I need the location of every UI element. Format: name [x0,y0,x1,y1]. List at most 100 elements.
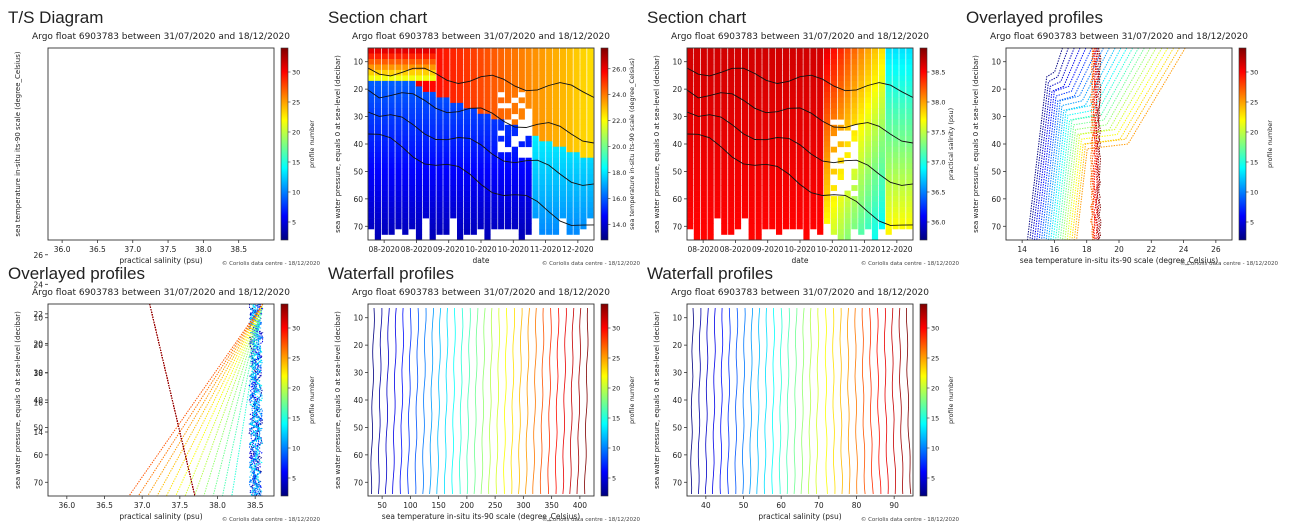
heatmap-cell [395,64,402,71]
heatmap-cell [559,86,566,93]
heatmap-cell [830,218,837,224]
heatmap-cell [741,201,748,208]
colorbar [1238,47,1247,241]
heatmap-cell [388,48,395,54]
heatmap-cell [700,130,707,137]
heatmap-cell [511,185,518,191]
heatmap-cell [728,130,735,137]
heatmap-cell [803,119,810,126]
heatmap-cell [693,113,700,120]
heatmap-cell [505,64,512,71]
heatmap-cell [728,174,735,180]
plot-title: Argo float 6903783 between 31/07/2020 an… [32,32,290,42]
heatmap-cell [409,48,416,54]
colorbar-tick-label: 30 [292,325,300,333]
heatmap-cell [892,201,899,208]
heatmap-cell [824,163,831,169]
heatmap-cell [505,59,512,65]
heatmap-cell [381,80,388,87]
heatmap-cell [824,69,831,76]
plot-frame [686,303,914,497]
heatmap-cell [374,218,381,224]
overlay-salinity-chart: Argo float 6903783 between 31/07/2020 an… [14,288,320,523]
heatmap-cell [776,157,783,164]
x-tick-label: 26 [1211,245,1221,254]
heatmap-cell [450,185,457,191]
waterfall-line [584,307,589,495]
heatmap-cell [892,64,899,71]
heatmap-cell [580,75,587,82]
heatmap-cell [844,234,851,241]
heatmap-cell [700,179,707,186]
heatmap-cell [810,146,817,153]
heatmap-cell [906,86,913,93]
heatmap-cell [796,196,803,202]
heatmap-cell [498,48,505,54]
heatmap-cell [892,80,899,87]
plot-title: Argo float 6903783 between 31/07/2020 an… [32,288,290,298]
colorbar-tick-label: 20 [612,385,620,393]
heatmap-cell [518,212,525,219]
panel-waterfall-temperature: Waterfall profiles Argo float 6903783 be… [328,264,640,524]
x-tick-label: 20 [1114,245,1124,254]
colorbar-tick-label: 15 [612,415,620,423]
heatmap-cell [546,163,553,169]
heatmap-cell [810,163,817,169]
heatmap-cell [368,190,375,197]
heatmap-cell [769,168,776,175]
heatmap-cell [443,86,450,93]
heatmap-cell [546,157,553,164]
waterfall-line [525,307,530,495]
heatmap-cell [381,97,388,104]
heatmap-cell [878,102,885,109]
heatmap-cell [817,146,824,153]
x-tick-label: 70 [814,501,824,510]
heatmap-cell [511,108,518,115]
heatmap-cell [422,108,429,115]
heatmap-cell [477,69,484,76]
heatmap-cell [810,223,817,230]
heatmap-cell [436,174,443,180]
heatmap-cell [573,130,580,137]
heatmap-cell [851,108,858,115]
heatmap-cell [837,168,844,175]
heatmap-cell [498,119,505,126]
heatmap-cell [409,113,416,120]
heatmap-cell [906,53,913,60]
heatmap-cell [505,80,512,87]
heatmap-cell [532,179,539,186]
heatmap-cell [395,108,402,115]
heatmap-cell [587,102,594,109]
heatmap-cell [782,163,790,169]
heatmap-cell [824,146,831,153]
heatmap-cell [402,163,409,169]
panel-heading: Overlayed profiles [8,264,146,283]
panel-heading: Section chart [647,8,747,27]
heatmap-cell [415,146,423,153]
heatmap-cell [381,119,388,126]
heatmap-cell [566,229,573,235]
panel-heading: Overlayed profiles [966,8,1104,27]
heatmap-cell [388,223,395,230]
heatmap-cell [769,119,776,126]
heatmap-cell [415,86,423,93]
x-tick-label: 08-2020 [401,245,433,254]
heatmap-cell [721,86,728,93]
x-tick-label: 36.0 [54,245,71,254]
heatmap-cell [374,108,381,115]
heatmap-cell [837,212,844,219]
heatmap-cell [580,69,587,76]
heatmap-cell [707,168,714,175]
heatmap-cell [429,185,436,191]
heatmap-cell [858,218,865,224]
heatmap-cell [566,59,573,65]
heatmap-cell [865,108,872,115]
heatmap-cell [573,53,580,60]
heatmap-cell [388,75,395,82]
heatmap-cell [789,190,796,197]
heatmap-cell [824,135,831,142]
heatmap-cell [858,212,865,219]
heatmap-cell [721,108,728,115]
heatmap-cell [899,190,906,197]
heatmap-cell [498,179,505,186]
